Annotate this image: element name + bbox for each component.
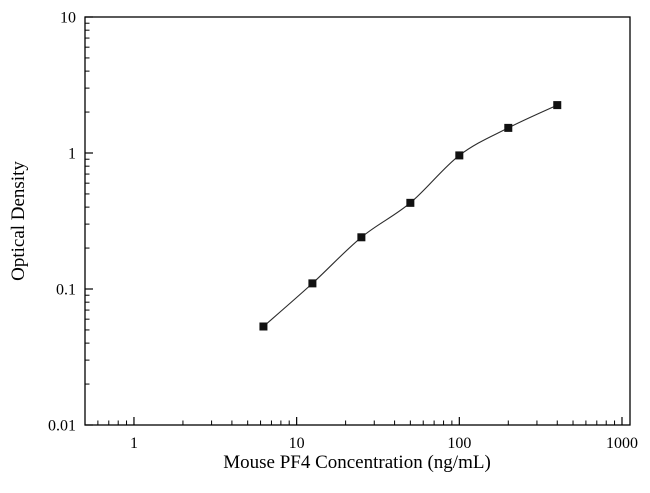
svg-text:1: 1 (68, 146, 76, 163)
x-axis-label: Mouse PF4 Concentration (ng/mL) (223, 452, 491, 473)
svg-text:0.01: 0.01 (48, 418, 76, 435)
svg-text:100: 100 (447, 435, 471, 452)
svg-text:0.1: 0.1 (56, 282, 76, 299)
svg-text:1000: 1000 (606, 435, 638, 452)
svg-text:10: 10 (289, 435, 305, 452)
svg-text:1: 1 (130, 435, 138, 452)
y-axis-label: Optical Density (8, 161, 29, 281)
svg-text:10: 10 (60, 10, 76, 27)
